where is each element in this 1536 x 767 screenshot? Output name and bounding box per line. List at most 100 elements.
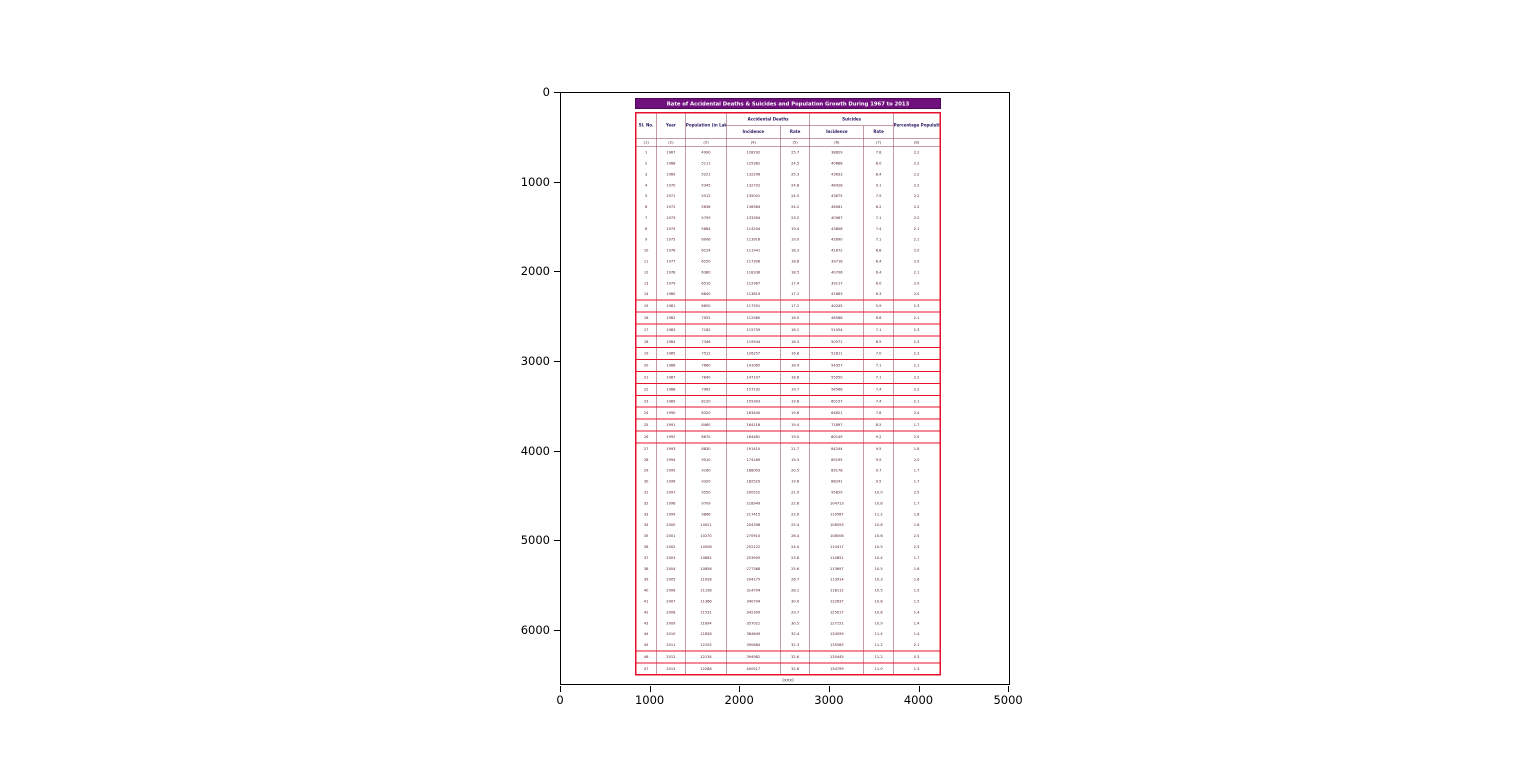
table-cell: 6.6 bbox=[863, 311, 894, 324]
table-row: 38 2004 10856 277368 25.6 113697 10.5 1.6 bbox=[635, 563, 941, 575]
table-cell: 7.4 bbox=[863, 382, 894, 396]
table-cell: 2000 bbox=[655, 519, 686, 531]
table-cell: 6 bbox=[635, 201, 657, 213]
table-cell: 2.0 bbox=[893, 288, 941, 301]
table-cell: 52811 bbox=[809, 347, 865, 360]
table-cell: 2.5 bbox=[893, 486, 941, 498]
table-row: 39 2005 11028 294175 26.7 113914 10.3 1.6 bbox=[635, 574, 941, 586]
table-cell: 2.1 bbox=[893, 359, 941, 372]
table-cell: 25 bbox=[635, 418, 657, 431]
table-cell: 18 bbox=[635, 335, 657, 348]
table-cell: 18.5 bbox=[780, 266, 811, 278]
table-cell: 10.0 bbox=[863, 486, 894, 498]
table-row: 19 1985 7512 126257 16.8 52811 7.0 2.3 bbox=[635, 347, 941, 360]
table-cell: 4990 bbox=[685, 146, 727, 158]
y-tick-label: 4000 bbox=[520, 443, 550, 458]
table-cell: 1984 bbox=[655, 335, 686, 348]
table-cell: 26.7 bbox=[780, 574, 811, 586]
table-cell: 5345 bbox=[685, 179, 727, 191]
table-cell: 111941 bbox=[726, 245, 781, 256]
table-cell: 1996 bbox=[655, 476, 686, 487]
table-cell: 1973 bbox=[655, 212, 686, 224]
table-cell: 23.2 bbox=[780, 212, 811, 224]
table-cell: 1974 bbox=[655, 223, 686, 235]
table-cell: 19.3 bbox=[780, 454, 811, 466]
table-cell: 108593 bbox=[809, 519, 865, 531]
table-cell: 5884 bbox=[685, 223, 727, 235]
table-cell: 7.1 bbox=[863, 234, 894, 246]
table-cell: 1.7 bbox=[893, 552, 941, 564]
x-tick-label: 3000 bbox=[814, 693, 844, 707]
table-cell: 2.4 bbox=[893, 406, 941, 420]
table-cell: 1968 bbox=[655, 157, 686, 169]
table-cell: 1.5 bbox=[893, 595, 941, 607]
table-cell: 2.1 bbox=[893, 223, 941, 235]
table-cell: 11.4 bbox=[863, 628, 894, 640]
table-row: 29 1995 9160 188003 20.5 89178 9.7 1.7 bbox=[635, 465, 941, 477]
y-tick-mark bbox=[554, 450, 560, 452]
table-row: 31 1997 9550 200522 21.0 95829 10.0 2.5 bbox=[635, 486, 941, 498]
table-cell: 159393 bbox=[726, 394, 781, 408]
table-cell: 2012 bbox=[655, 650, 686, 663]
table-cell: 10856 bbox=[685, 563, 727, 575]
table-cell: 10.8 bbox=[863, 595, 894, 607]
table-cell: 21.0 bbox=[780, 486, 811, 498]
col-header-population: Population (in Lakh) bbox=[685, 112, 727, 139]
table-cell: 2003 bbox=[655, 552, 686, 564]
table-row: 43 2009 11694 357021 30.5 127151 10.9 1.4 bbox=[635, 617, 941, 629]
table-cell: 1982 bbox=[655, 311, 686, 324]
table-cell: 11.2 bbox=[863, 650, 894, 663]
col-group-suicides: Suicides bbox=[809, 112, 894, 126]
table-row: 40 2006 11198 314704 28.1 118112 10.5 1.5 bbox=[635, 585, 941, 596]
x-tick-mark bbox=[918, 686, 920, 692]
table-cell: 11 bbox=[635, 255, 657, 267]
table-cell: 314704 bbox=[726, 585, 781, 596]
table-cell: 7.4 bbox=[863, 223, 894, 235]
table-cell: 277368 bbox=[726, 563, 781, 575]
table-cell: 16.3 bbox=[780, 335, 811, 348]
table-cell: 11694 bbox=[685, 617, 727, 629]
table-cell: 40706 bbox=[809, 266, 865, 278]
col-header-growth: Percentage Population growth bbox=[893, 112, 941, 139]
table-cell: 7.8 bbox=[863, 146, 894, 158]
table-cell: 1977 bbox=[655, 255, 686, 267]
table-cell: 6.4 bbox=[863, 266, 894, 278]
table-cell: 132206 bbox=[726, 168, 781, 180]
table-cell: 25.3 bbox=[780, 168, 811, 180]
table-cell: 174189 bbox=[726, 454, 781, 466]
table-cell: 10.8 bbox=[863, 606, 894, 618]
table-cell: 7.1 bbox=[863, 212, 894, 224]
table-cell: 38 bbox=[635, 563, 657, 575]
table-cell: 1.6 bbox=[893, 508, 941, 520]
table-cell: 384649 bbox=[726, 628, 781, 640]
table-cell: 2010 bbox=[655, 628, 686, 640]
table-cell: 7.4 bbox=[863, 394, 894, 408]
table-row: 9 1975 6006 113916 19.0 42890 7.1 2.1 bbox=[635, 234, 941, 246]
y-tick-label: 5000 bbox=[520, 533, 550, 548]
table-cell: 19.0 bbox=[780, 234, 811, 246]
table-cell: 6006 bbox=[685, 234, 727, 246]
table-cell: 12288 bbox=[685, 662, 727, 675]
table-cell: 2.0 bbox=[893, 245, 941, 256]
table-cell: 1999 bbox=[655, 508, 686, 520]
table-cell: 2002 bbox=[655, 541, 686, 553]
table-cell: 1.7 bbox=[893, 476, 941, 487]
table-cell: 19.4 bbox=[780, 418, 811, 431]
table-cell: 2.2 bbox=[893, 370, 941, 384]
table-cell: 2.0 bbox=[893, 277, 941, 289]
table-cell: 18.3 bbox=[780, 245, 811, 256]
table-cell: 9866 bbox=[685, 508, 727, 520]
table-cell: 1983 bbox=[655, 323, 686, 336]
table-cell: 2.3 bbox=[893, 335, 941, 348]
table-row: 6 1972 5636 136584 24.2 46061 8.2 2.2 bbox=[635, 201, 941, 213]
table-cell: 47 bbox=[635, 662, 657, 675]
col-header-ad-rate: Rate bbox=[780, 125, 811, 139]
table-cell: 39 bbox=[635, 574, 657, 586]
table-cell: 1.7 bbox=[893, 418, 941, 431]
col-header-year: Year bbox=[655, 112, 686, 139]
table-row: 12 1978 6380 118336 18.5 40706 6.4 2.1 bbox=[635, 266, 941, 278]
table-row: 28 1994 9010 174189 19.3 89195 9.9 2.0 bbox=[635, 454, 941, 466]
table-cell: 5111 bbox=[685, 157, 727, 169]
table-row: 3 1969 5221 132206 25.3 43633 8.4 2.2 bbox=[635, 168, 941, 180]
table-cell: 25.4 bbox=[780, 519, 811, 531]
